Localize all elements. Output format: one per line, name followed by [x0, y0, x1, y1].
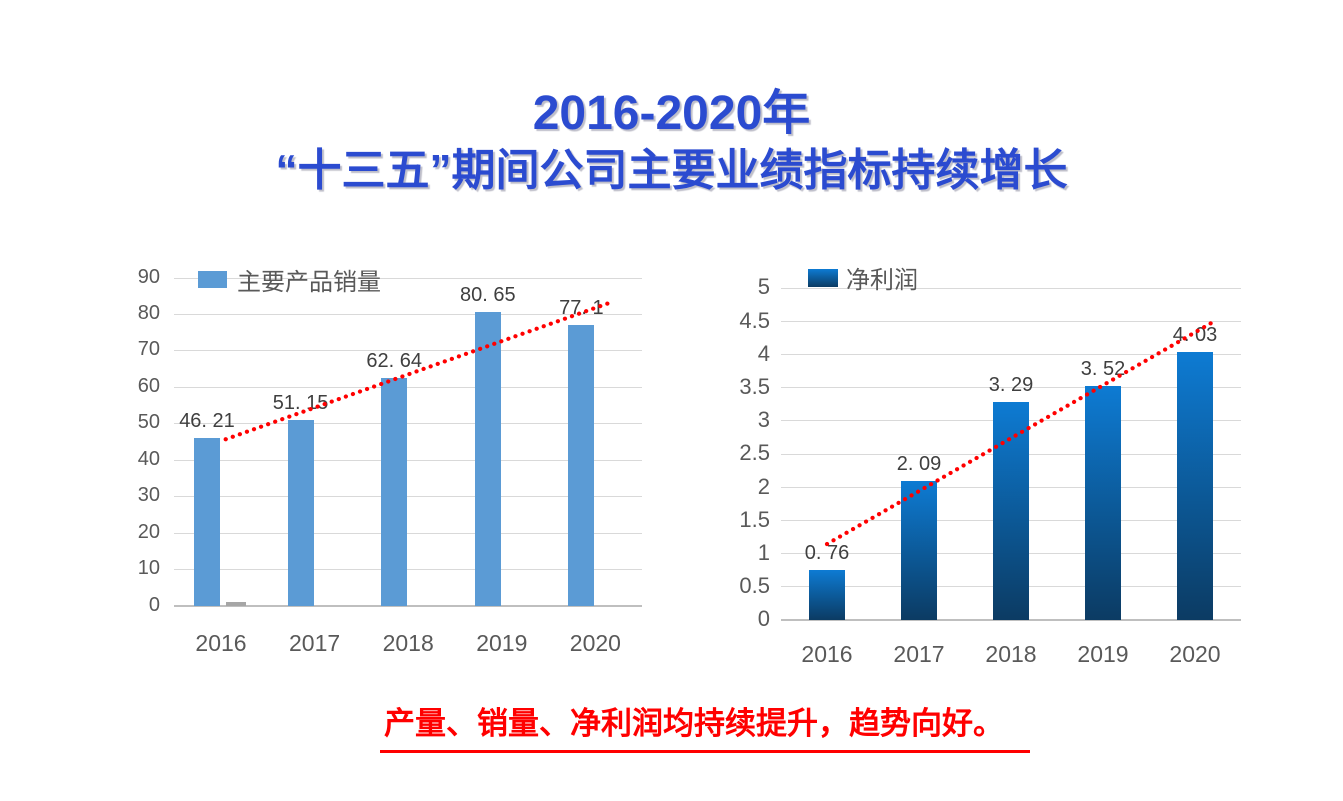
x-tick-label: 2020	[1169, 641, 1221, 667]
bar	[226, 602, 246, 606]
x-tick-label: 2018	[985, 641, 1037, 667]
slide-title: 2016-2020年 “十三五”期间公司主要业绩指标持续增长	[0, 86, 1343, 197]
legend-label: 净利润	[846, 267, 918, 294]
y-tick-label: 1.5	[739, 506, 770, 532]
x-tick-label: 2018	[382, 630, 434, 656]
gridline	[174, 496, 642, 498]
gridline	[781, 320, 1241, 322]
x-tick-label: 2019	[476, 630, 528, 656]
y-tick-label: 90	[137, 265, 160, 288]
x-tick-label: 2020	[569, 630, 621, 656]
legend-swatch	[808, 269, 838, 287]
y-tick-label: 0	[148, 593, 160, 616]
footer-text: 产量、销量、净利润均持续提升，趋势向好。	[380, 698, 1030, 753]
x-tick-label: 2017	[289, 630, 341, 656]
bar	[809, 569, 845, 620]
bar-value-label: 2. 09	[896, 453, 942, 476]
gridline	[781, 287, 1241, 289]
y-tick-label: 60	[137, 374, 160, 397]
gridline	[174, 532, 642, 534]
bar-value-label: 80. 65	[459, 284, 516, 307]
y-tick-label: 4	[757, 340, 770, 366]
footer-note: 产量、销量、净利润均持续提升，趋势向好。	[380, 698, 1030, 753]
bar	[194, 437, 220, 606]
bar-value-label: 4. 03	[1172, 324, 1218, 347]
bar-value-label: 0. 76	[804, 541, 850, 564]
legend-label: 主要产品销量	[237, 269, 381, 296]
y-tick-label: 10	[137, 557, 160, 580]
bar	[1177, 352, 1213, 620]
y-tick-label: 2.5	[739, 440, 770, 466]
y-tick-label: 5	[757, 274, 770, 300]
y-tick-label: 0	[757, 606, 770, 632]
x-tick-label: 2017	[893, 641, 945, 667]
bar	[287, 419, 314, 606]
y-tick-label: 3	[757, 407, 770, 433]
y-tick-label: 50	[137, 411, 160, 434]
gridline	[174, 605, 642, 607]
y-tick-label: 0.5	[739, 573, 770, 599]
title-line-1: 2016-2020年	[532, 87, 811, 140]
bar	[1085, 386, 1121, 620]
gridline	[174, 277, 642, 279]
x-tick-label: 2019	[1077, 641, 1129, 667]
x-tick-label: 2016	[801, 641, 853, 667]
y-tick-label: 20	[137, 520, 160, 543]
x-tick-label: 2016	[195, 630, 247, 656]
gridline	[781, 353, 1241, 355]
bar	[993, 401, 1029, 620]
y-tick-label: 40	[137, 447, 160, 470]
gridline	[781, 619, 1241, 621]
y-tick-label: 30	[137, 484, 160, 507]
bar	[901, 481, 937, 620]
y-tick-label: 80	[137, 302, 160, 325]
bar-value-label: 3. 52	[1080, 358, 1126, 381]
y-tick-label: 70	[137, 338, 160, 361]
y-tick-label: 4.5	[739, 307, 770, 333]
title-line-2: “十三五”期间公司主要业绩指标持续增长	[275, 145, 1068, 195]
y-tick-label: 3.5	[739, 373, 770, 399]
gridline	[174, 459, 642, 461]
y-tick-label: 1	[757, 539, 770, 565]
y-tick-label: 2	[757, 473, 770, 499]
bar-value-label: 46. 21	[179, 409, 235, 432]
legend-swatch	[198, 271, 227, 288]
gridline	[174, 569, 642, 571]
